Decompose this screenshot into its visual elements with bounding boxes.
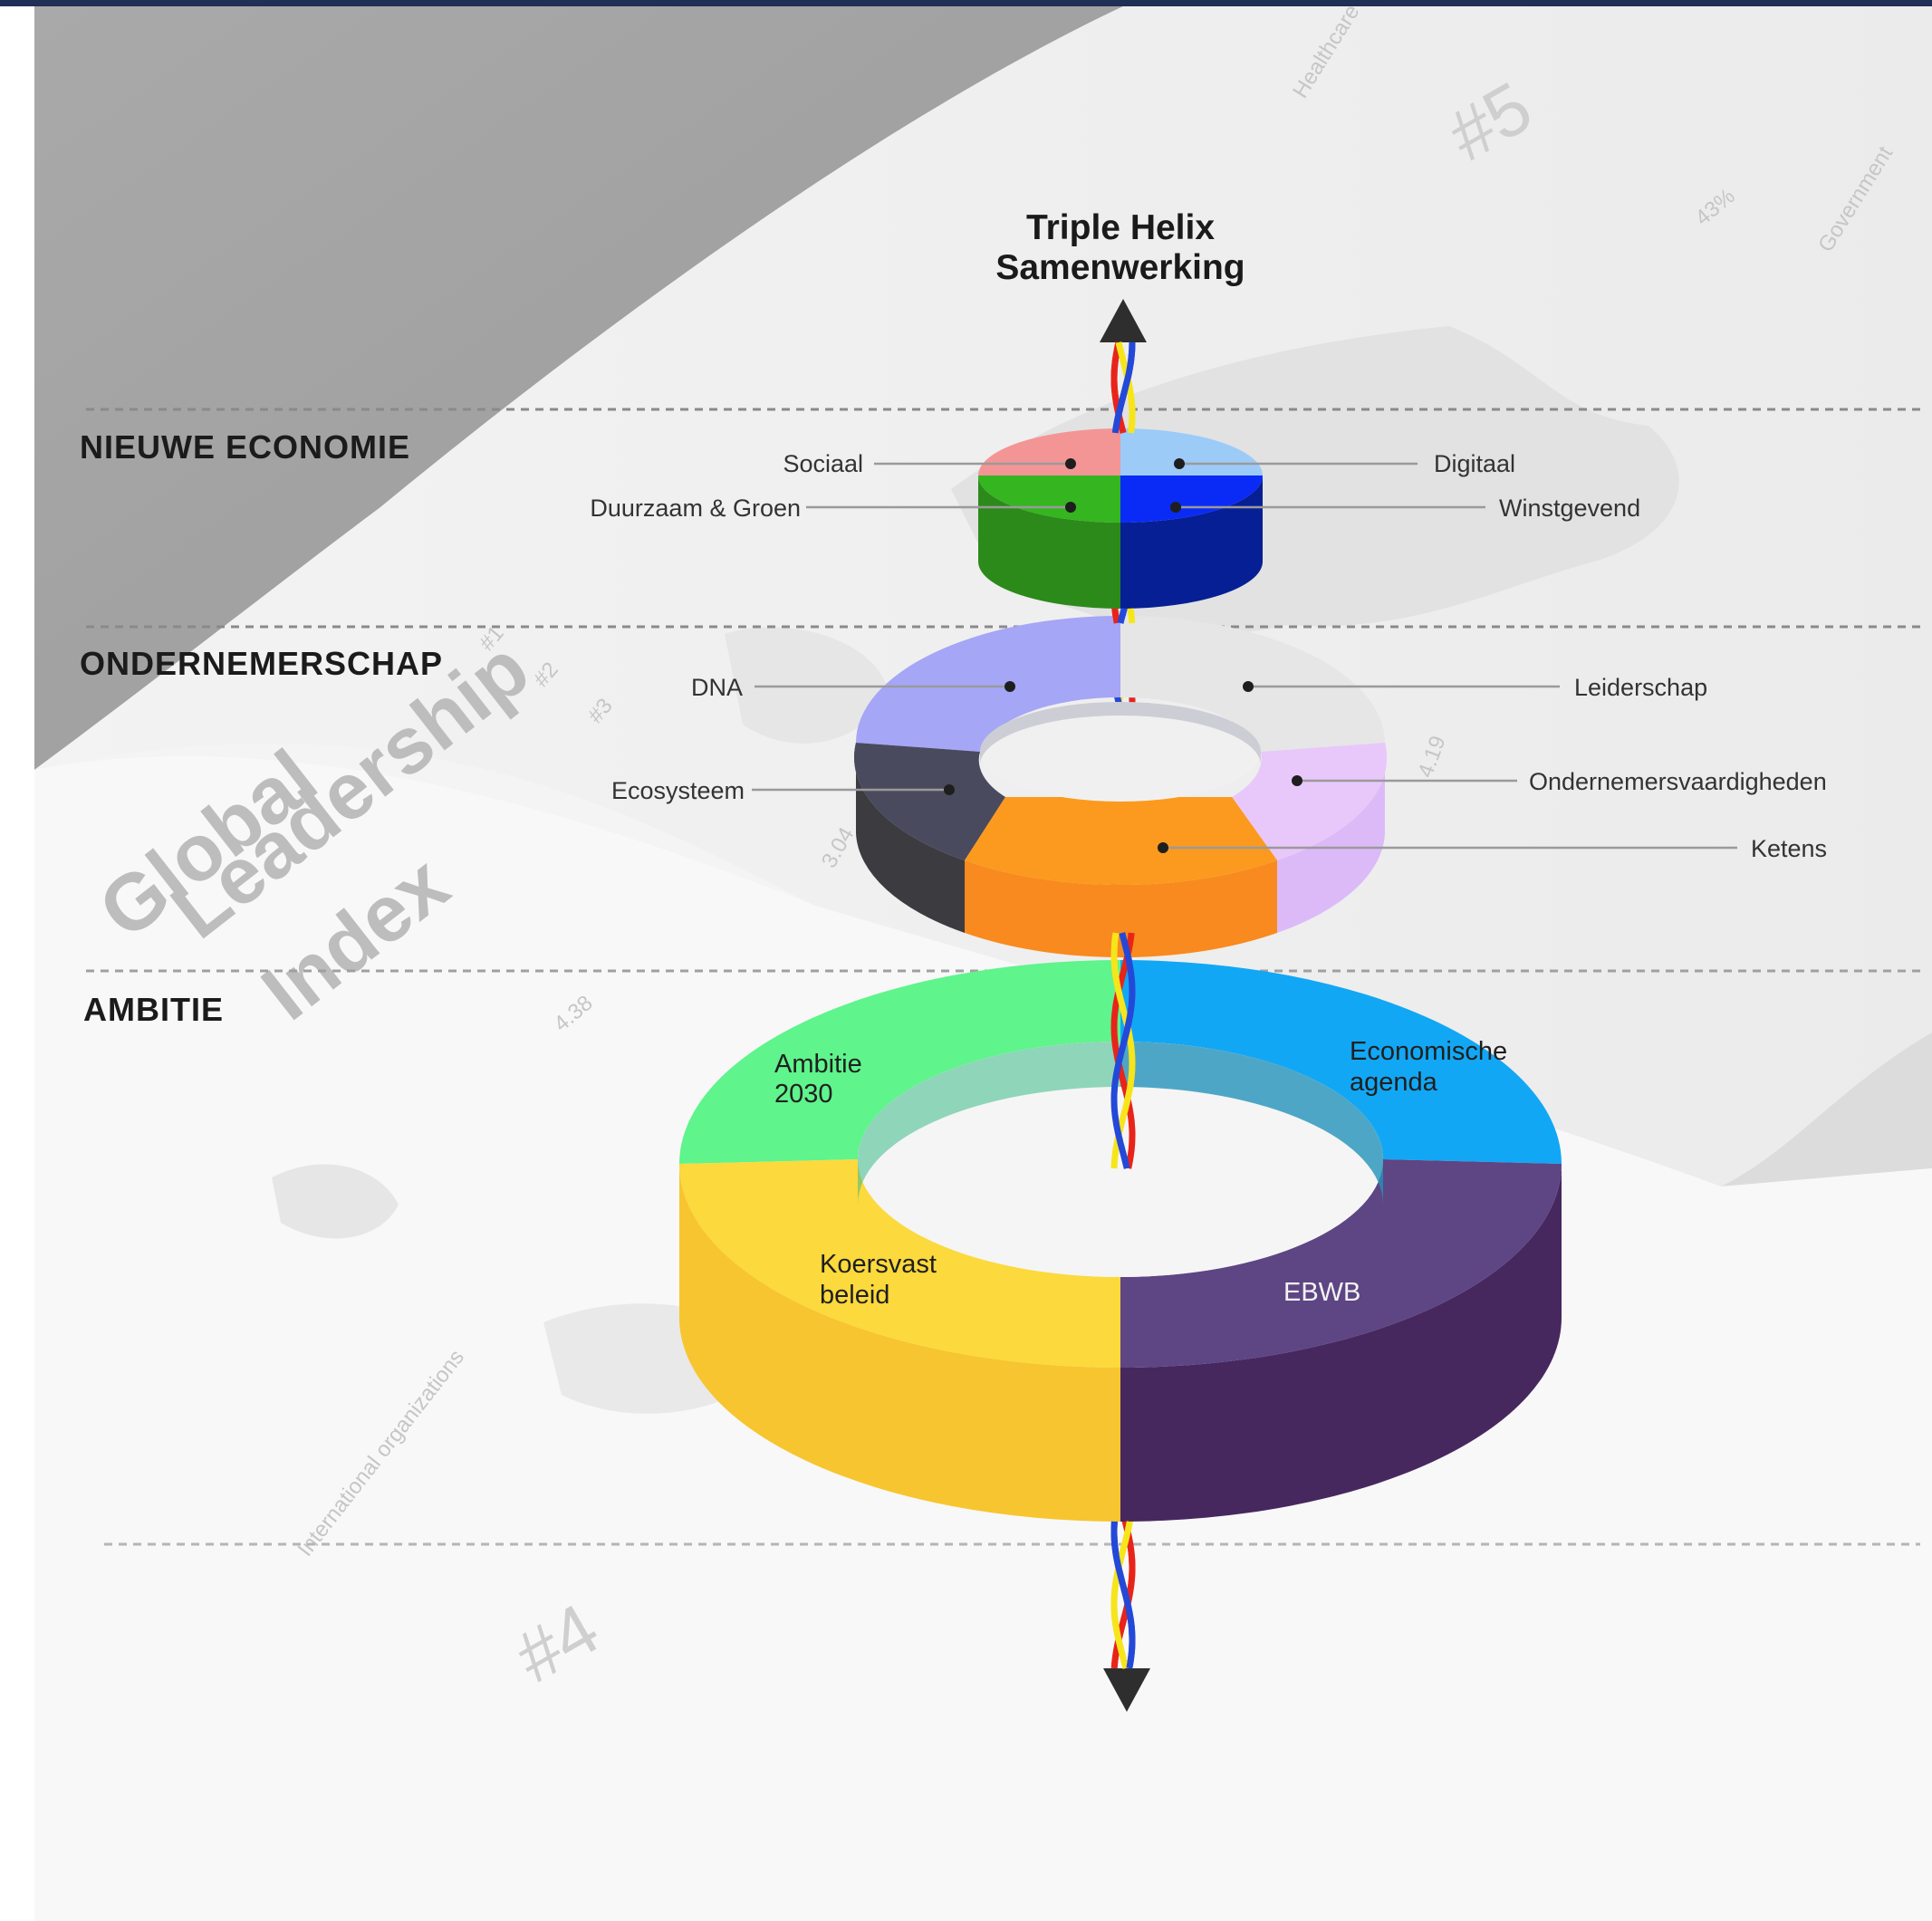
ketens-side — [965, 860, 1277, 958]
ondernemerschap-ring-hole — [980, 702, 1261, 802]
diagram-title-line1: Triple Helix — [1026, 208, 1215, 247]
dna-segment — [856, 616, 1120, 752]
section-label-ondernemerschap: ONDERNEMERSCHAP — [80, 645, 443, 682]
duurzaam-groen-segment — [978, 475, 1120, 523]
top-accent-bar — [0, 0, 1932, 6]
ambitie-2030-segment — [679, 960, 1120, 1164]
helix-strand-red-front — [1110, 932, 1136, 1169]
label-sociaal: Sociaal — [783, 450, 863, 477]
ketens-segment — [965, 797, 1277, 886]
label-economische-line1: Economische — [1350, 1037, 1507, 1066]
label-koersvast-line2: beleid — [820, 1281, 889, 1310]
helix-strand-red-front — [1111, 608, 1120, 624]
ecosysteem-segment — [854, 743, 1005, 860]
section-dividers — [86, 408, 1920, 1546]
winstgevend-segment — [1120, 475, 1263, 523]
diagram-title-line2: Samenwerking — [995, 248, 1245, 287]
section-label-ambitie: AMBITIE — [83, 991, 224, 1028]
koersvast-beleid-side — [679, 1164, 1120, 1522]
label-dna: DNA — [691, 674, 743, 701]
duurzaam-groen-side — [978, 475, 1120, 609]
label-leiderschap: Leiderschap — [1574, 674, 1707, 701]
helix-strand-yellow-front — [1110, 1521, 1133, 1667]
helix-strand-blue-front — [1110, 932, 1136, 1169]
label-winstgevend: Winstgevend — [1499, 495, 1640, 522]
helix-strand-blue-front — [1110, 1521, 1136, 1667]
label-digitaal: Digitaal — [1434, 450, 1515, 477]
helix-strand-blue-front — [1111, 341, 1136, 434]
ambitie-ring — [679, 960, 1562, 1522]
nieuwe-economie-puck — [978, 428, 1263, 609]
ebwb-side — [1120, 1164, 1562, 1522]
leader-dots — [944, 458, 1302, 853]
ondernemerschap-ring — [854, 616, 1388, 958]
label-economische-line2: agenda — [1350, 1068, 1438, 1097]
ondernemersvaardigheden-side — [1277, 743, 1388, 933]
label-ondernemersvaardigheden: Ondernemersvaardigheden — [1529, 768, 1827, 795]
label-koersvast-line1: Koersvast — [820, 1250, 937, 1279]
ondernemersvaardigheden-segment — [1232, 743, 1388, 860]
helix-strand-yellow-front — [1127, 608, 1136, 624]
axis-arrow-up — [1100, 299, 1147, 342]
label-ketens: Ketens — [1751, 835, 1827, 862]
helix-rope-front — [1110, 341, 1136, 1667]
ebwb-segment — [1120, 1159, 1562, 1368]
label-ebwb: EBWB — [1283, 1278, 1360, 1307]
label-duurzaam-groen: Duurzaam & Groen — [590, 495, 801, 522]
axis-arrow-down — [1103, 1668, 1150, 1712]
section-label-nieuwe-economie: NIEUWE ECONOMIE — [80, 428, 410, 466]
label-ambitie-line1: Ambitie — [774, 1050, 862, 1079]
label-ambitie-line2: 2030 — [774, 1080, 833, 1109]
koersvast-beleid-segment — [679, 1159, 1120, 1368]
economische-agenda-segment — [1120, 960, 1562, 1164]
helix-strand-yellow-front — [1115, 341, 1136, 434]
leader-lines — [752, 462, 1737, 850]
helix-strand-blue-front — [1117, 608, 1128, 624]
ecosysteem-side — [854, 743, 965, 933]
label-ecosysteem: Ecosysteem — [611, 777, 745, 804]
winstgevend-side — [1120, 475, 1263, 609]
